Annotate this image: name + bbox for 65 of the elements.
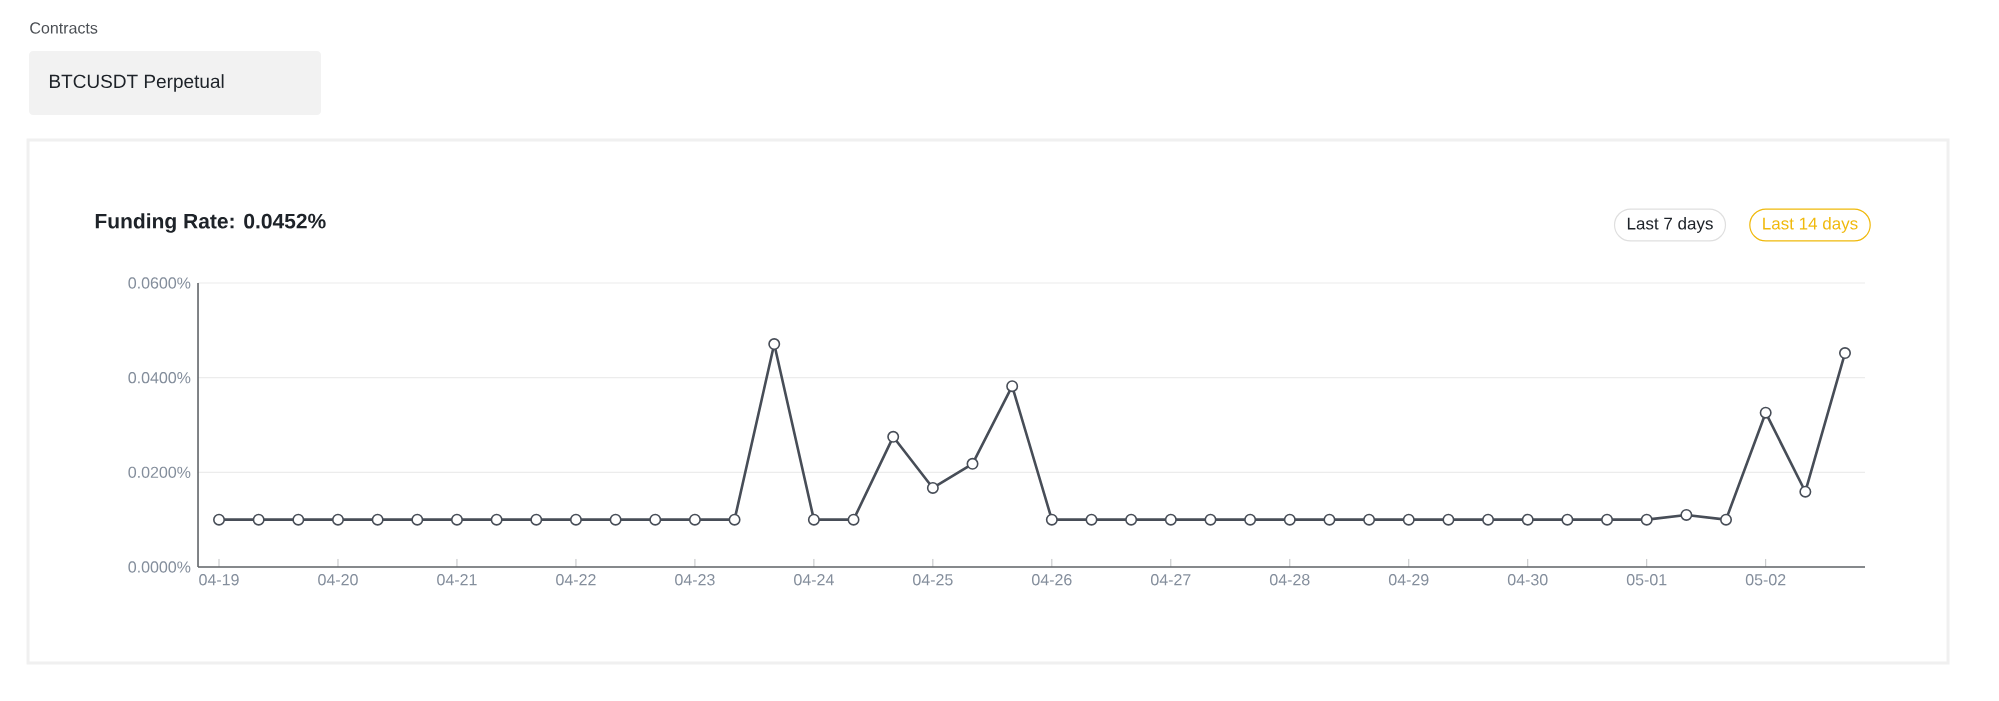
point <box>966 457 979 470</box>
x-tick-label: 04-19 <box>199 574 239 586</box>
x-tick-label: 05-01 <box>1626 574 1667 586</box>
point <box>1720 513 1733 526</box>
point <box>411 513 424 526</box>
chart-title: Funding Rate: 0.0452% <box>95 213 326 233</box>
point <box>1283 513 1296 526</box>
point <box>1323 513 1336 526</box>
point <box>847 513 860 526</box>
point <box>569 513 582 526</box>
point <box>688 513 701 526</box>
point <box>292 513 305 526</box>
point <box>530 513 543 526</box>
x-tick-label: 04-25 <box>913 574 953 586</box>
point <box>1561 513 1574 526</box>
point <box>1402 513 1415 526</box>
x-tick-label: 04-29 <box>1388 574 1429 586</box>
text: Last 14 days <box>1763 217 1858 233</box>
point <box>450 513 463 526</box>
y-tick-label: 0.0600% <box>128 277 191 289</box>
point <box>728 513 741 526</box>
point <box>1006 380 1019 393</box>
point <box>1799 485 1812 498</box>
point <box>1521 513 1534 526</box>
point <box>1085 513 1098 526</box>
text: Last 7 days <box>1627 217 1713 233</box>
text: BTCUSDT Perpetual <box>49 74 224 92</box>
point <box>1045 513 1058 526</box>
x-tick-label: 04-20 <box>318 574 358 586</box>
x-tick-label: 04-28 <box>1269 574 1310 586</box>
point <box>1640 513 1653 526</box>
point <box>887 430 900 443</box>
point <box>1442 513 1455 526</box>
x-tick-label: 04-22 <box>556 574 596 586</box>
point <box>1363 513 1376 526</box>
point <box>1680 508 1693 521</box>
text: Contracts <box>30 22 98 34</box>
x-tick-label: 04-26 <box>1032 574 1072 586</box>
point <box>331 513 344 526</box>
x-tick-label: 04-27 <box>1150 574 1191 586</box>
x-tick-label: 04-24 <box>794 574 834 586</box>
y-tick-label: 0.0000% <box>128 561 191 573</box>
x-tick-label: 04-30 <box>1507 574 1548 586</box>
point <box>1164 513 1177 526</box>
y-tick-label: 0.0200% <box>128 466 191 478</box>
x-tick-label: 04-21 <box>437 574 477 586</box>
point <box>371 513 384 526</box>
point <box>1759 406 1772 419</box>
point <box>768 338 781 351</box>
point <box>1125 513 1138 526</box>
point <box>926 481 939 494</box>
point <box>1482 513 1495 526</box>
x-tick-label: 04-23 <box>675 574 715 586</box>
point <box>1839 347 1851 360</box>
point <box>490 513 503 526</box>
point <box>252 513 265 526</box>
point <box>213 513 226 526</box>
point <box>1601 513 1614 526</box>
point <box>1244 513 1257 526</box>
point <box>649 513 662 526</box>
point <box>609 513 622 526</box>
point <box>1204 513 1217 526</box>
point <box>807 513 820 526</box>
x-tick-label: 05-02 <box>1745 574 1786 586</box>
y-tick-label: 0.0400% <box>128 372 191 384</box>
